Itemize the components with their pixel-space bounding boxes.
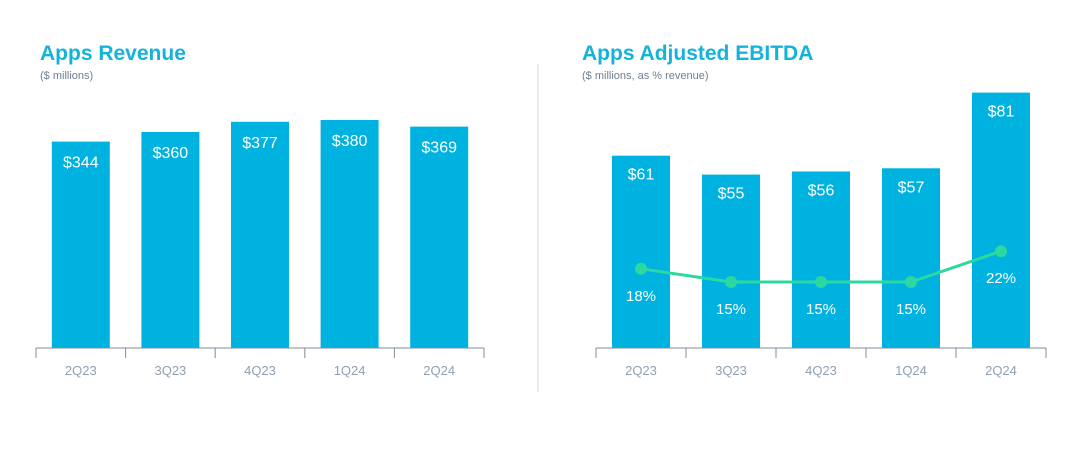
apps-adjusted-ebitda-chart: Apps Adjusted EBITDA ($ millions, as % r… <box>582 42 1047 378</box>
bar-value-label: $380 <box>332 133 368 150</box>
chart-title: Apps Revenue <box>40 42 186 65</box>
bar-value-label: $61 <box>628 167 655 184</box>
bar-value-label: $81 <box>988 104 1015 121</box>
bar-2q23 <box>51 141 110 348</box>
bar-value-label: $377 <box>242 135 278 152</box>
bar-1q24 <box>882 168 940 348</box>
margin-value-label: 15% <box>716 301 746 318</box>
x-tick-label: 4Q23 <box>805 363 837 378</box>
x-tick-label: 3Q23 <box>154 363 186 378</box>
bar-value-label: $55 <box>718 186 745 203</box>
bar-2q24 <box>410 126 469 348</box>
bar-4q23 <box>792 171 850 348</box>
chart-title: Apps Adjusted EBITDA <box>582 42 813 65</box>
x-tick-label: 1Q24 <box>895 363 927 378</box>
x-tick-label: 2Q24 <box>423 363 455 378</box>
margin-point <box>725 276 737 288</box>
apps-revenue-chart: Apps Revenue ($ millions) $344 $360 $377 $3… <box>35 42 485 378</box>
margin-point <box>995 245 1007 258</box>
bar-value-label: $56 <box>808 182 835 199</box>
margin-point <box>905 276 917 288</box>
margin-point <box>815 276 827 288</box>
x-tick-label: 4Q23 <box>244 363 276 378</box>
margin-value-label: 18% <box>626 288 656 305</box>
bar-value-label: $344 <box>63 155 99 172</box>
margin-value-label: 22% <box>986 270 1016 287</box>
margin-value-label: 15% <box>896 301 926 318</box>
bar-value-label: $369 <box>421 140 457 157</box>
bar-value-label: $360 <box>153 145 189 162</box>
x-tick-label: 3Q23 <box>715 363 747 378</box>
bar-3q23 <box>141 132 200 348</box>
margin-value-label: 15% <box>806 301 836 318</box>
x-tick-label: 2Q23 <box>65 363 97 378</box>
bar-1q24 <box>320 120 379 348</box>
x-tick-label: 2Q24 <box>985 363 1017 378</box>
margin-point <box>635 262 647 275</box>
bar-2q24 <box>972 92 1030 349</box>
bar-3q23 <box>702 174 760 348</box>
bar-2q23 <box>612 155 670 348</box>
bar-4q23 <box>231 121 289 348</box>
x-tick-label: 1Q24 <box>334 363 366 378</box>
bar-value-label: $57 <box>898 179 925 196</box>
chart-subtitle: ($ millions, as % revenue) <box>582 70 709 82</box>
x-tick-label: 2Q23 <box>625 363 657 378</box>
chart-subtitle: ($ millions) <box>40 70 93 82</box>
